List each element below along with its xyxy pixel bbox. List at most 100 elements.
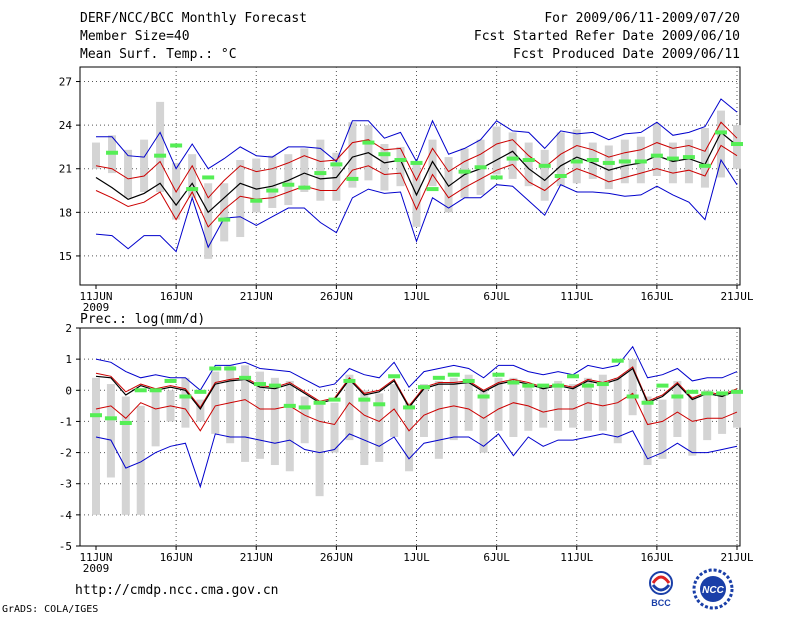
prec-ytick-label: 0: [65, 384, 72, 397]
temp-observation-marker: [666, 156, 679, 161]
temp-observation-marker: [602, 160, 615, 165]
temp-observation-marker: [586, 158, 599, 163]
prec-observation-marker: [104, 416, 117, 421]
prec-spread-box: [270, 377, 279, 466]
prec-ytick-label: -5: [59, 540, 72, 553]
prec-ytick-label: 2: [65, 322, 72, 335]
refer-date: Fcst Started Refer Date 2009/06/10: [473, 29, 740, 44]
svg-text:NCC: NCC: [702, 585, 724, 596]
prec-xtick-label: 6JUL: [483, 551, 510, 564]
prec-spread-box: [479, 390, 488, 453]
prec-observation-marker: [731, 389, 743, 394]
prec-observation-marker: [716, 391, 729, 396]
prec-observation-marker: [507, 380, 520, 385]
temp-spread-box: [508, 132, 517, 179]
prec-spread-box: [524, 384, 533, 431]
prec-spread-box: [643, 396, 652, 466]
temp-spread-box: [140, 139, 149, 192]
temp-observation-marker: [362, 140, 375, 145]
temp-spread-box: [284, 154, 293, 206]
prec-spread-box: [494, 377, 503, 431]
prec-spread-box: [181, 377, 190, 428]
temp-spread-box: [716, 110, 725, 178]
source-url[interactable]: http://cmdp.ncc.cma.gov.cn: [75, 583, 279, 598]
grads-credit: GrADS: COLA/IGES: [2, 604, 99, 615]
temp-observation-marker: [346, 176, 359, 181]
prec-observation-marker: [268, 383, 281, 388]
temp-lower-bound-line: [95, 158, 738, 253]
prec-spread-box: [375, 393, 384, 462]
temp-spread-box: [348, 122, 357, 188]
prec-spread-box: [688, 396, 697, 456]
prec-observation-marker: [388, 374, 401, 379]
temp-observation-marker: [682, 155, 695, 160]
temp-spread-box: [524, 142, 533, 187]
temp-upper-std-line: [95, 121, 738, 199]
temp-observation-marker: [618, 159, 631, 164]
prec-observation-marker: [373, 402, 386, 407]
prec-spread-box: [121, 396, 130, 515]
prec-spread-box: [554, 380, 563, 431]
prec-plot-frame: [79, 327, 741, 547]
prec-spread-box: [241, 365, 250, 462]
temp-xtick-label: 6JUL: [483, 290, 510, 303]
prec-spread-box: [285, 380, 294, 472]
prec-observation-marker: [209, 366, 222, 371]
temp-spread-box: [236, 160, 245, 238]
prec-spread-box: [211, 371, 220, 434]
temp-spread-box: [684, 139, 693, 184]
prec-upper-bound-line: [95, 345, 738, 392]
prec-spread-box: [226, 365, 235, 444]
prec-spread-box: [673, 380, 682, 437]
temp-xtick-label: 16JUN: [160, 290, 193, 303]
temp-observation-marker: [330, 162, 343, 167]
temp-observation-marker: [186, 187, 199, 192]
prec-observation-marker: [641, 400, 654, 405]
chart-title: DERF/NCC/BCC Monthly Forecast: [80, 11, 307, 26]
prec-spread-box: [106, 384, 115, 478]
prec-spread-box: [613, 377, 622, 444]
temp-observation-marker: [634, 159, 647, 164]
temp-spread-box: [652, 123, 661, 176]
temp-xtick-label: 11JUN: [79, 290, 112, 303]
prec-xtick-label: 11JUL: [560, 551, 593, 564]
temp-xtick-label: 1JUL: [403, 290, 430, 303]
prec-spread-box: [92, 377, 100, 515]
prec-spread-box: [658, 399, 667, 459]
temp-observation-marker: [250, 198, 263, 203]
prec-observation-marker: [581, 383, 594, 388]
temp-spread-box: [316, 139, 325, 201]
prec-spread-box: [464, 374, 473, 431]
temp-ensemble-mean-line: [95, 131, 738, 214]
prec-spread-box: [539, 387, 548, 428]
temp-ytick-label: 18: [59, 206, 72, 219]
prec-xtick-label: 21JUN: [240, 551, 273, 564]
prec-observation-marker: [149, 388, 162, 393]
temp-spread-box: [444, 157, 453, 213]
prec-spread-box: [330, 402, 339, 453]
prec-observation-marker: [701, 391, 714, 396]
prec-xtick-label: 21JUL: [720, 551, 753, 564]
temp-observation-marker: [266, 188, 279, 193]
prec-observation-marker: [313, 400, 326, 405]
temp-spread-box: [428, 139, 437, 187]
prec-ytick-label: -1: [59, 415, 72, 428]
temp-spread-box: [380, 144, 389, 191]
prec-spread-box: [360, 390, 369, 466]
temp-observation-marker: [731, 142, 743, 147]
temp-spread-box: [188, 154, 197, 198]
prec-panel-title: Prec.: log(mm/d): [80, 312, 205, 327]
prec-ytick-label: -3: [59, 478, 72, 491]
temp-observation-marker: [106, 150, 119, 155]
temp-xtick-label: 26JUN: [320, 290, 353, 303]
prec-spread-box: [136, 405, 145, 515]
prec-observation-marker: [298, 405, 311, 410]
prec-observation-marker: [596, 382, 609, 387]
prec-observation-marker: [253, 382, 266, 387]
prec-year-label: 2009: [83, 562, 110, 575]
temp-spread-box: [668, 142, 677, 184]
temp-xtick-label: 16JUL: [640, 290, 673, 303]
prec-spread-box: [703, 390, 712, 441]
temp-observation-marker: [282, 182, 295, 187]
prec-observation-marker: [686, 389, 699, 394]
